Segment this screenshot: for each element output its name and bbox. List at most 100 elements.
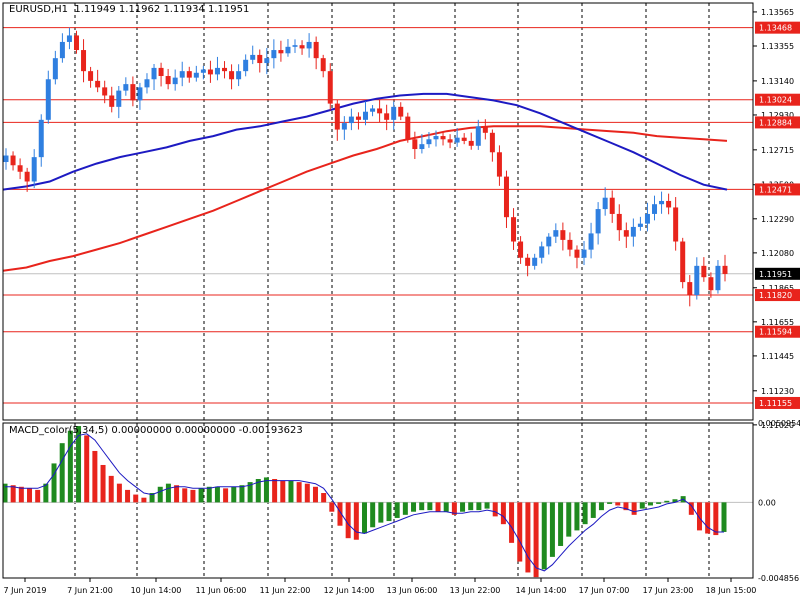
macd-bar bbox=[92, 450, 98, 503]
macd-bar bbox=[239, 485, 245, 503]
bear-candle bbox=[574, 249, 580, 258]
level-label-box bbox=[755, 325, 800, 338]
bull-candle bbox=[694, 265, 700, 296]
macd-bar bbox=[149, 493, 155, 503]
time-label: 17 Jun 23:00 bbox=[643, 586, 694, 595]
macd-bar bbox=[206, 486, 212, 503]
macd-bar bbox=[566, 502, 572, 537]
macd-bar bbox=[402, 502, 408, 515]
macd-bar bbox=[411, 502, 417, 512]
level-label: 1.13468 bbox=[759, 24, 792, 33]
bear-candle bbox=[130, 84, 136, 101]
price-tick-label: 1.11865 bbox=[761, 284, 794, 293]
price-tick-label: 1.12290 bbox=[761, 215, 794, 224]
macd-bar bbox=[18, 486, 24, 503]
macd-bar bbox=[116, 483, 122, 503]
macd-bar bbox=[76, 426, 82, 503]
macd-bar bbox=[247, 482, 253, 503]
bear-candle bbox=[525, 257, 531, 266]
macd-bar bbox=[394, 502, 400, 518]
price-tick-label: 1.11655 bbox=[761, 318, 794, 327]
macd-bar bbox=[386, 502, 392, 522]
macd-bar bbox=[370, 502, 376, 528]
macd-bar bbox=[272, 478, 278, 503]
bull-candle bbox=[292, 45, 298, 47]
bull-candle bbox=[595, 209, 601, 234]
bull-candle bbox=[271, 50, 277, 59]
macd-bar bbox=[51, 463, 57, 503]
macd-bar bbox=[688, 502, 694, 515]
bull-candle bbox=[532, 257, 538, 266]
bear-candle bbox=[355, 116, 361, 120]
price-tick-label: 1.13140 bbox=[761, 77, 794, 86]
bull-candle bbox=[426, 139, 432, 145]
level-label: 1.13024 bbox=[759, 96, 792, 105]
macd-bar bbox=[460, 502, 466, 512]
time-label: 14 Jun 14:00 bbox=[516, 586, 567, 595]
macd-signal-line bbox=[5, 433, 724, 572]
bear-candle bbox=[680, 241, 686, 283]
macd-bar bbox=[419, 502, 425, 511]
time-label: 7 Jun 21:00 bbox=[67, 586, 113, 595]
level-label: 1.11820 bbox=[759, 291, 792, 300]
price-tick-label: 1.13565 bbox=[761, 8, 794, 17]
bull-candle bbox=[602, 197, 608, 210]
macd-tick-label: 0.0050954 bbox=[758, 419, 800, 428]
macd-bar bbox=[492, 502, 498, 517]
macd-bar bbox=[623, 502, 629, 511]
bull-candle bbox=[644, 213, 650, 224]
price-tick-label: 1.11020 bbox=[761, 421, 794, 430]
bull-candle bbox=[193, 72, 199, 78]
bear-candle bbox=[496, 152, 502, 177]
macd-bar bbox=[84, 435, 90, 503]
bull-candle bbox=[243, 59, 249, 72]
bull-candle bbox=[546, 236, 552, 247]
macd-bar bbox=[443, 502, 449, 512]
bear-candle bbox=[299, 45, 305, 49]
bear-candle bbox=[708, 277, 714, 291]
macd-bar bbox=[509, 502, 515, 543]
bull-candle bbox=[236, 71, 242, 80]
macd-bar bbox=[721, 502, 727, 532]
macd-bar bbox=[125, 489, 131, 503]
level-label-box bbox=[755, 183, 800, 196]
bear-candle bbox=[518, 241, 524, 258]
current-price-box bbox=[755, 267, 800, 280]
level-label-box bbox=[755, 116, 800, 129]
bull-candle bbox=[116, 90, 122, 107]
bear-candle bbox=[24, 171, 30, 182]
bear-candle bbox=[102, 87, 108, 96]
macd-bar bbox=[484, 502, 490, 509]
macd-bar bbox=[67, 430, 73, 503]
bear-candle bbox=[207, 69, 213, 75]
macd-bar bbox=[2, 483, 8, 503]
bull-candle bbox=[200, 69, 206, 73]
bull-candle bbox=[250, 54, 256, 60]
bull-candle bbox=[264, 58, 270, 64]
bull-candle bbox=[45, 79, 51, 120]
bull-candle bbox=[59, 41, 65, 59]
bear-candle bbox=[377, 108, 383, 114]
price-tick-label: 1.11230 bbox=[761, 387, 794, 396]
price-tick-label: 1.12930 bbox=[761, 111, 794, 120]
bull-candle bbox=[475, 126, 481, 146]
macd-bar bbox=[705, 502, 711, 534]
macd-bar bbox=[10, 485, 16, 503]
macd-bar bbox=[517, 502, 523, 562]
chart-header: EURUSD,H1 1.11949 1.11962 1.11934 1.1195… bbox=[9, 4, 249, 15]
macd-bar bbox=[174, 485, 180, 503]
bull-candle bbox=[66, 35, 72, 42]
bear-candle bbox=[405, 116, 411, 140]
bear-candle bbox=[88, 71, 94, 81]
bear-candle bbox=[158, 67, 164, 77]
bull-candle bbox=[630, 226, 636, 237]
bear-candle bbox=[440, 136, 446, 140]
bear-candle bbox=[503, 176, 509, 218]
price-tick-label: 1.13355 bbox=[761, 42, 794, 51]
time-label: 10 Jun 14:00 bbox=[131, 586, 182, 595]
bull-candle bbox=[52, 58, 58, 80]
bull-candle bbox=[637, 223, 643, 227]
bear-candle bbox=[257, 54, 263, 64]
macd-bar bbox=[321, 493, 327, 503]
macd-bar bbox=[656, 502, 662, 504]
